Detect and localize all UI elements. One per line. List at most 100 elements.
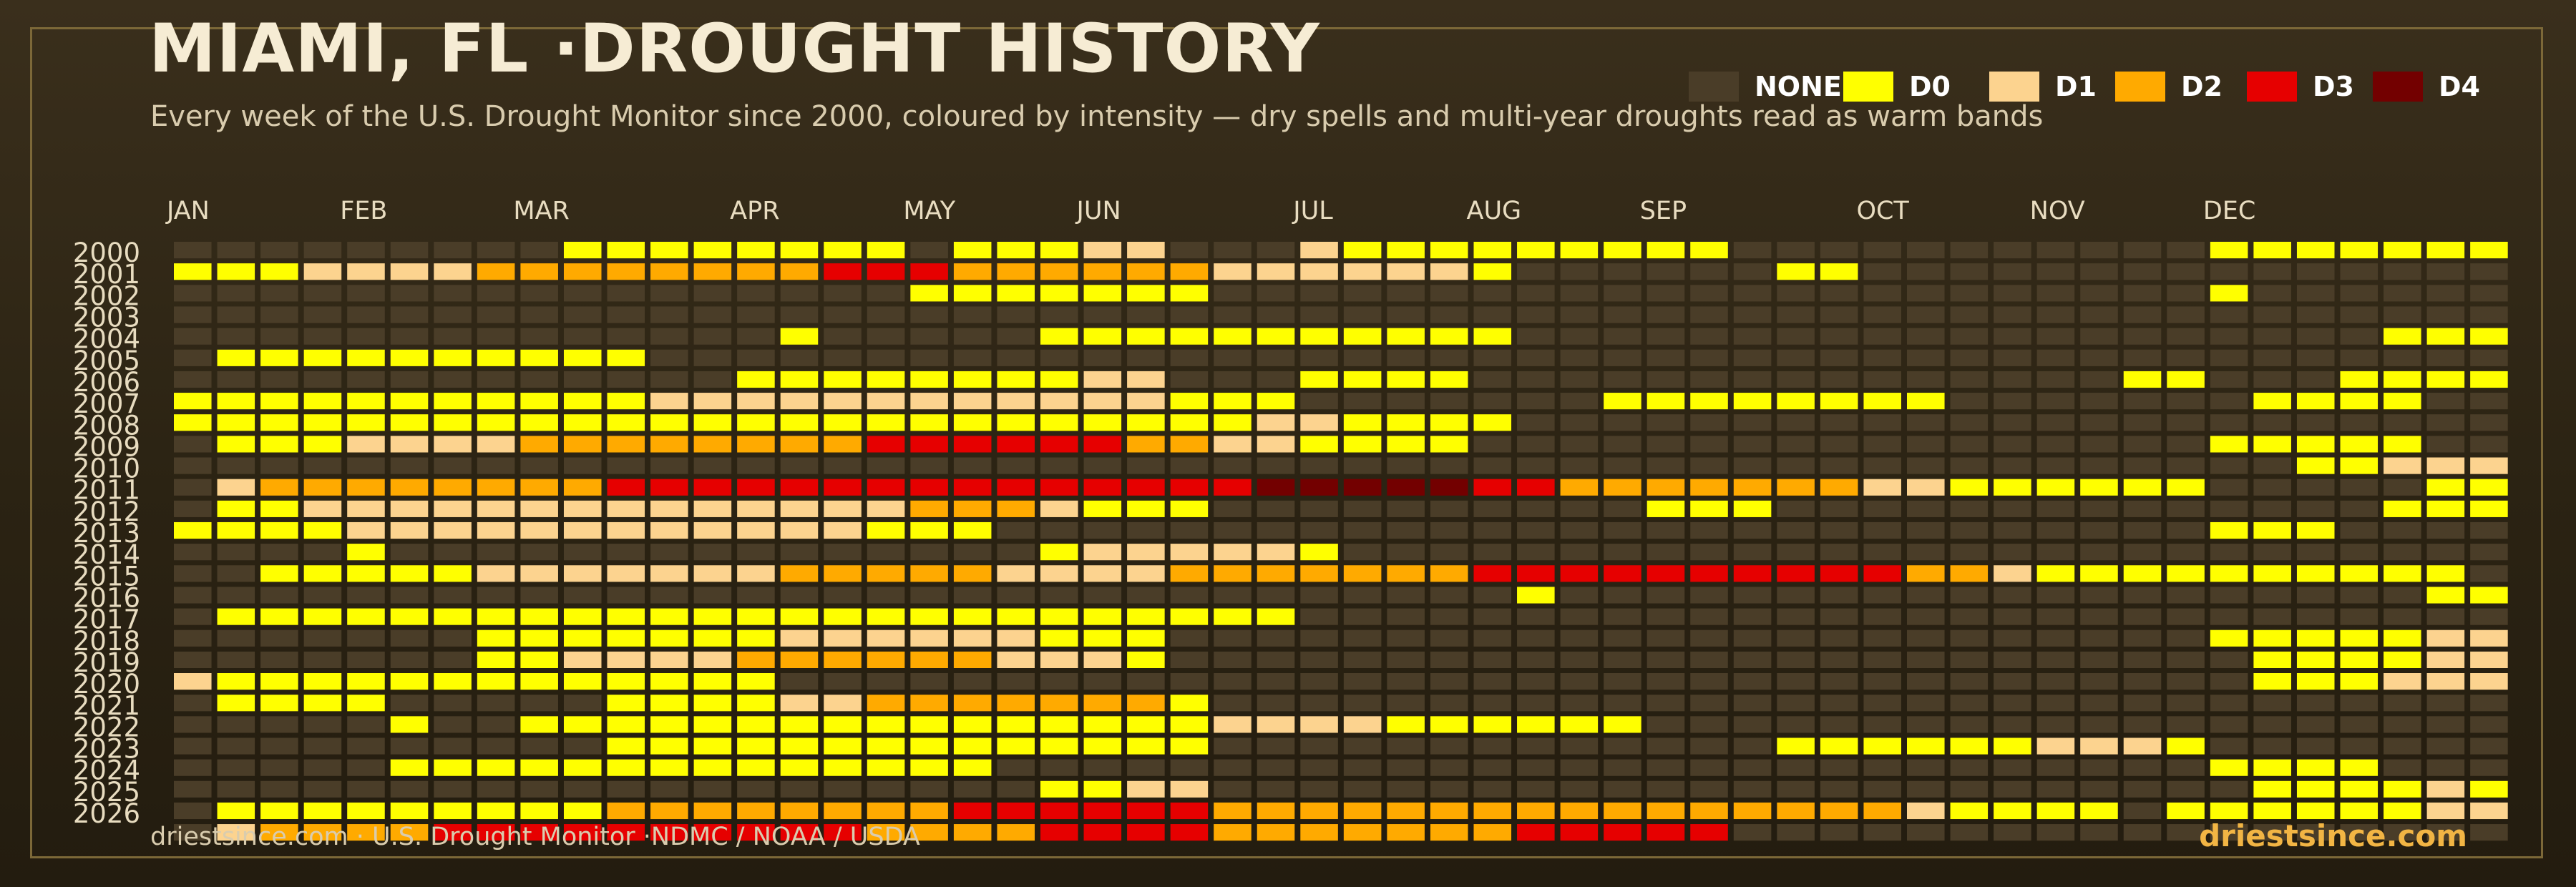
year-label-2001: 2001 <box>73 259 140 290</box>
cell-2003-w34 <box>1604 306 1641 323</box>
cell-2000-w50 <box>2296 242 2335 259</box>
cell-2014-w32 <box>1517 544 1555 561</box>
cell-undefined-w14 <box>737 824 775 841</box>
cell-2007-w28 <box>1343 393 1382 410</box>
cell-2024-w33 <box>1560 759 1599 776</box>
cell-2026-w12 <box>650 802 688 820</box>
cell-2004-w44 <box>2036 328 2075 345</box>
cell-2020-w27 <box>1300 673 1338 690</box>
cell-2009-w31 <box>1473 436 1512 453</box>
cell-2009-w50 <box>2296 436 2335 453</box>
cell-2000-w48 <box>2210 242 2248 259</box>
cell-2000-w22 <box>1083 242 1122 259</box>
cell-2007-w41 <box>1907 393 1945 410</box>
cell-2024-w43 <box>1994 759 2031 776</box>
cell-2015-w21 <box>1040 565 1078 582</box>
cell-2008-w39 <box>1820 414 1858 431</box>
cell-2013-w51 <box>2340 521 2379 539</box>
cell-2009-w17 <box>867 436 905 453</box>
cell-2025-w31 <box>1473 780 1512 798</box>
cell-2015-w28 <box>1343 565 1382 582</box>
cell-2019-w11 <box>607 651 645 668</box>
cell-2000-w37 <box>1733 242 1772 259</box>
year-label-2022: 2022 <box>73 712 140 743</box>
cell-2001-w3 <box>260 263 298 280</box>
cell-2009-w1 <box>174 436 212 453</box>
year-label-2006: 2006 <box>73 367 140 398</box>
cell-2026-w53 <box>2426 802 2465 820</box>
cell-2003-w45 <box>2080 306 2118 323</box>
cell-2010-w5 <box>347 457 385 474</box>
cell-2003-w52 <box>2384 306 2421 323</box>
cell-2002-w50 <box>2296 285 2335 302</box>
cell-2012-w25 <box>1214 500 1252 517</box>
cell-2000-w39 <box>1820 242 1858 259</box>
cell-2025-w11 <box>607 780 645 798</box>
cell-2023-w12 <box>650 737 688 755</box>
cell-2004-w17 <box>867 328 905 345</box>
cell-2008-w9 <box>520 414 558 431</box>
cell-2012-w8 <box>477 500 515 517</box>
cell-2006-w41 <box>1907 371 1945 388</box>
cell-2001-w35 <box>1646 263 1685 280</box>
cell-2010-w54 <box>2470 457 2508 474</box>
cell-2005-w52 <box>2384 349 2421 366</box>
cell-2004-w4 <box>303 328 342 345</box>
cell-2017-w16 <box>824 608 862 625</box>
cell-2002-w31 <box>1473 285 1512 302</box>
cell-2015-w10 <box>563 565 602 582</box>
cell-2017-w38 <box>1777 608 1815 625</box>
cell-2008-w29 <box>1387 414 1425 431</box>
cell-2009-w24 <box>1170 436 1209 453</box>
cell-2004-w54 <box>2470 328 2508 345</box>
cell-2005-w24 <box>1170 349 1209 366</box>
cell-2009-w25 <box>1214 436 1252 453</box>
cell-2021-w22 <box>1083 695 1122 712</box>
brand-link[interactable]: driestsince.com <box>2199 818 2467 853</box>
cell-2013-w54 <box>2470 521 2508 539</box>
cell-2019-w47 <box>2167 651 2205 668</box>
cell-2015-w2 <box>217 565 255 582</box>
cell-2014-w29 <box>1387 544 1425 561</box>
cell-2024-w32 <box>1517 759 1555 776</box>
cell-2005-w5 <box>347 349 385 366</box>
cell-2018-w19 <box>953 629 992 647</box>
cell-2012-w34 <box>1604 500 1641 517</box>
cell-2010-w46 <box>2123 457 2162 474</box>
cell-2012-w22 <box>1083 500 1122 517</box>
cell-2015-w5 <box>347 565 385 582</box>
cell-2004-w38 <box>1777 328 1815 345</box>
cell-2005-w30 <box>1430 349 1468 366</box>
cell-2026-w29 <box>1387 802 1425 820</box>
cell-2018-w24 <box>1170 629 1209 647</box>
cell-2003-w31 <box>1473 306 1512 323</box>
cell-2003-w15 <box>780 306 819 323</box>
cell-2013-w30 <box>1430 521 1468 539</box>
cell-2003-w29 <box>1387 306 1425 323</box>
cell-2024-w5 <box>347 759 385 776</box>
cell-2021-w19 <box>953 695 992 712</box>
cell-2020-w40 <box>1863 673 1901 690</box>
cell-2007-w20 <box>997 393 1035 410</box>
cell-2024-w1 <box>174 759 212 776</box>
cell-2008-w4 <box>303 414 342 431</box>
cell-2017-w2 <box>217 608 255 625</box>
cell-2019-w7 <box>434 651 472 668</box>
cell-2023-w17 <box>867 737 905 755</box>
cell-2025-w39 <box>1820 780 1858 798</box>
cell-2023-w16 <box>824 737 862 755</box>
cell-2020-w26 <box>1257 673 1295 690</box>
cell-2011-w49 <box>2253 479 2291 496</box>
cell-2020-w51 <box>2340 673 2379 690</box>
cell-2016-w44 <box>2036 587 2075 604</box>
cell-2000-w35 <box>1646 242 1685 259</box>
cell-2024-w3 <box>260 759 298 776</box>
cell-2008-w8 <box>477 414 515 431</box>
cell-2002-w38 <box>1777 285 1815 302</box>
cell-2026-w40 <box>1863 802 1901 820</box>
cell-2002-w20 <box>997 285 1035 302</box>
cell-2000-w11 <box>607 242 645 259</box>
cell-2014-w54 <box>2470 544 2508 561</box>
cell-2013-w16 <box>824 521 862 539</box>
cell-2020-w15 <box>780 673 819 690</box>
